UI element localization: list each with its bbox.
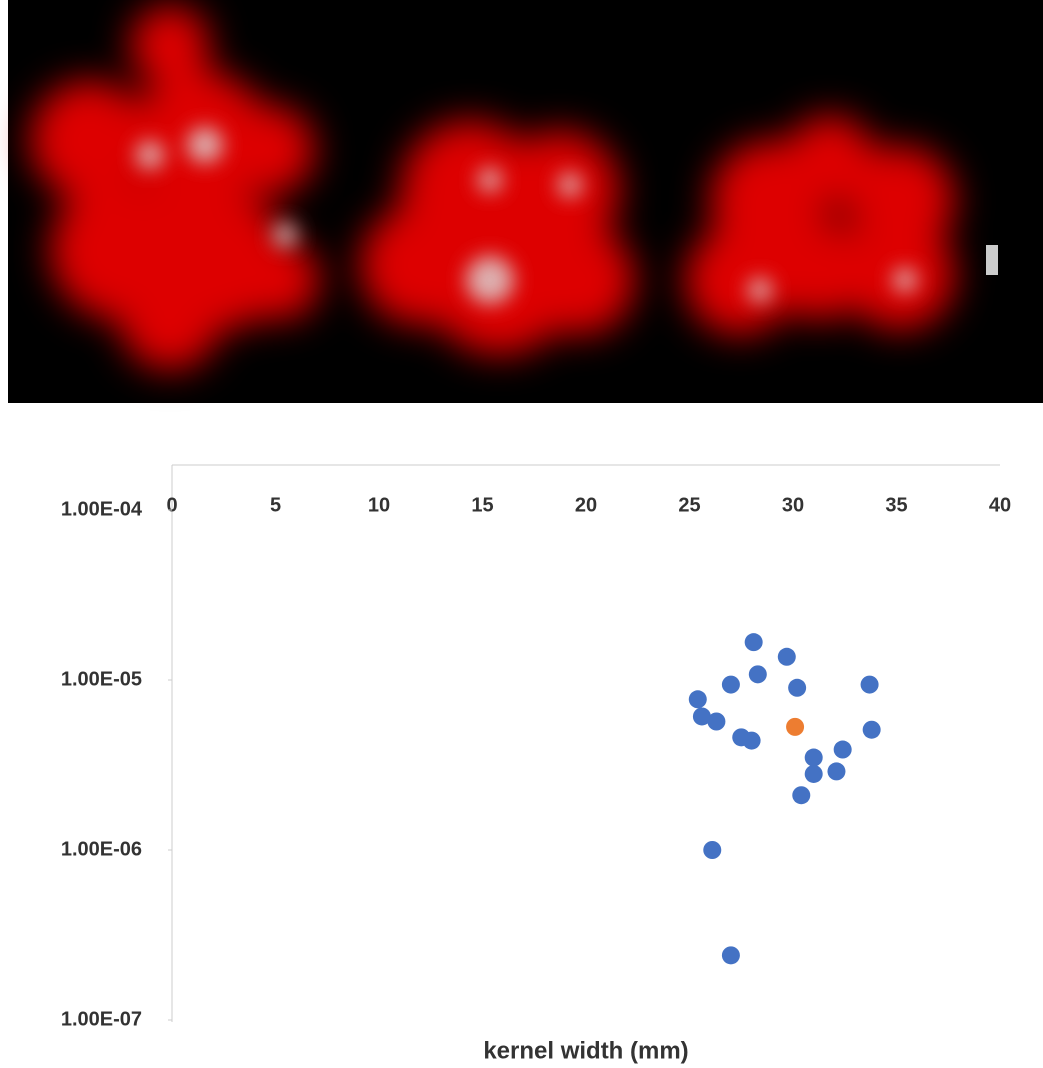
point [742,731,761,750]
x-tick-label: 25 [678,494,700,516]
point [804,764,823,783]
point [688,690,707,709]
x-tick-label: 10 [368,494,390,516]
x-tick-label: 35 [885,494,907,516]
y-tick-label: 1.00E-06 [61,838,142,860]
y-tick-label: 1.00E-07 [61,1008,142,1030]
heatmap-image [8,0,1043,403]
x-tick-label: 20 [575,494,597,516]
y-tick-label: 1.00E-05 [61,668,142,690]
point [707,712,726,731]
x-tick-label: 40 [989,494,1011,516]
point [721,946,740,965]
point [804,748,823,767]
y-tick-label: 1.00E-04 [61,498,143,520]
point [862,720,881,739]
x-tick-label: 30 [782,494,804,516]
x-axis-label: kernel width (mm) [483,1037,688,1064]
point [792,786,811,805]
point [777,647,796,666]
x-tick-label: 0 [166,494,177,516]
point [788,678,807,697]
x-tick-label: 5 [270,494,281,516]
point [786,717,805,736]
x-tick-label: 15 [471,494,493,516]
point [721,675,740,694]
point [827,762,846,781]
point [744,633,763,652]
point [703,841,722,859]
point [692,707,711,726]
point [833,740,852,759]
point [748,665,767,684]
point [860,675,879,694]
